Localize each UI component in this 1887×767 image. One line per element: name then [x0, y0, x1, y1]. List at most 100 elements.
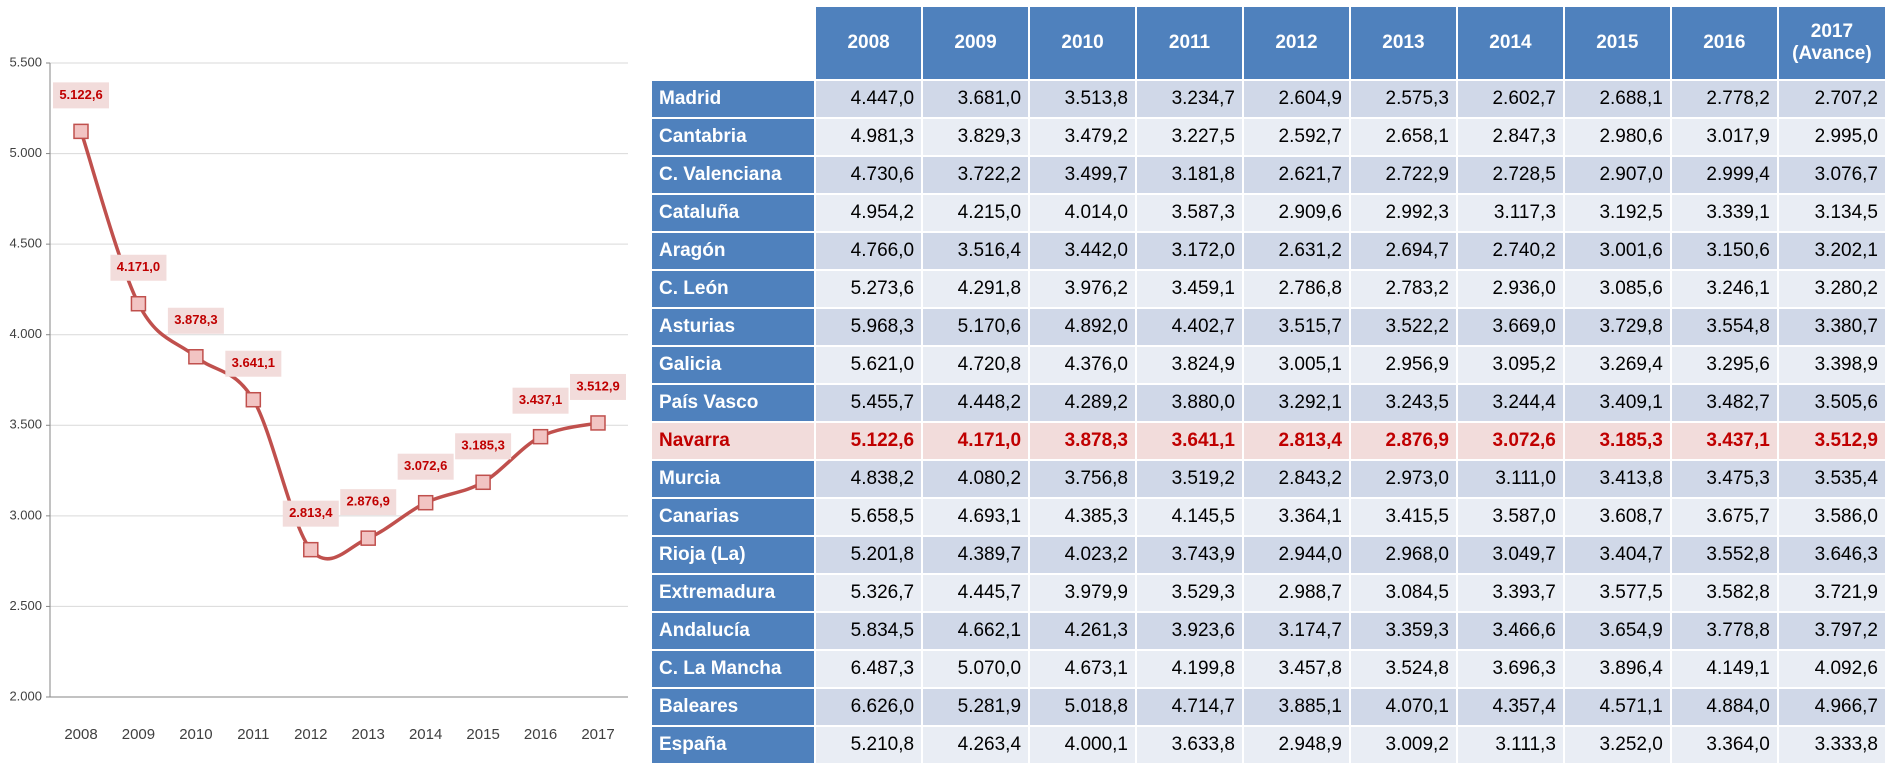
- table-cell: 2.722,9: [1350, 157, 1456, 193]
- table-cell: 5.018,8: [1030, 689, 1136, 725]
- table-cell: 3.466,6: [1457, 613, 1563, 649]
- table-cell: 2.936,0: [1457, 271, 1563, 307]
- table-cell: 3.577,5: [1564, 575, 1670, 611]
- table-cell: 5.834,5: [816, 613, 922, 649]
- table-cell: 4.389,7: [923, 537, 1029, 573]
- table-row: Aragón 4.766,0 3.516,4 3.442,0 3.172,0 2.631,…: [652, 233, 1885, 269]
- data-label: 3.878,3: [167, 307, 224, 334]
- marker: [360, 530, 376, 546]
- table-cell: 3.398,9: [1778, 347, 1885, 383]
- table-row: Cantabria 4.981,3 3.829,3 3.479,2 3.227,5 2.5…: [652, 119, 1885, 155]
- table-cell: 3.505,6: [1778, 385, 1885, 421]
- table-cell: 3.482,7: [1671, 385, 1777, 421]
- data-label-bg: [340, 489, 397, 516]
- table-cell: 3.829,3: [923, 119, 1029, 155]
- table-cell: 4.261,3: [1030, 613, 1136, 649]
- table-cell: 4.080,2: [923, 461, 1029, 497]
- table-cell: 3.896,4: [1564, 651, 1670, 687]
- data-label: 3.437,1: [512, 387, 569, 414]
- table-cell: 3.512,9: [1778, 423, 1885, 459]
- table-cell: 3.409,1: [1564, 385, 1670, 421]
- marker: [130, 295, 147, 312]
- table-cell: 5.070,0: [923, 651, 1029, 687]
- table-cell: 4.730,6: [816, 157, 922, 193]
- data-label: 2.876,9: [340, 489, 397, 516]
- table-cell: 2.968,0: [1350, 537, 1456, 573]
- data-label-bg: [512, 387, 569, 414]
- table-cell: 3.524,8: [1350, 651, 1456, 687]
- line: [79, 130, 599, 561]
- row-label: Cataluña: [652, 195, 815, 231]
- table-cell: 3.885,1: [1243, 689, 1349, 725]
- column-header: 2011: [1137, 7, 1242, 79]
- table-cell: 3.459,1: [1137, 271, 1242, 307]
- data-label-bg: [455, 433, 512, 460]
- table-cell: 3.516,4: [923, 233, 1029, 269]
- table-cell: 4.263,4: [923, 727, 1029, 763]
- y-tick-label: 3.500: [9, 417, 42, 432]
- table-cell: 5.201,8: [816, 537, 922, 573]
- table-cell: 3.878,3: [1030, 423, 1136, 459]
- data-label-bg: [167, 307, 224, 334]
- table-cell: 4.357,4: [1457, 689, 1563, 725]
- table-cell: 4.291,8: [923, 271, 1029, 307]
- x-tick-label: 2013: [352, 726, 385, 743]
- row-label: Madrid: [652, 81, 815, 117]
- data-label: 5.122,6: [53, 82, 109, 109]
- table-cell: 3.117,3: [1457, 195, 1563, 231]
- x-tick-label: 2015: [466, 726, 499, 743]
- data-label-text: 3.072,6: [404, 458, 447, 473]
- table-cell: 3.797,2: [1778, 613, 1885, 649]
- table-cell: 3.729,8: [1564, 309, 1670, 345]
- table-cell: 2.995,0: [1778, 119, 1885, 155]
- table-cell: 3.475,3: [1671, 461, 1777, 497]
- table-cell: 2.783,2: [1350, 271, 1456, 307]
- table-cell: 3.049,7: [1457, 537, 1563, 573]
- row-label: Rioja (La): [652, 537, 815, 573]
- table-cell: 5.326,7: [816, 575, 922, 611]
- table-cell: 3.292,1: [1243, 385, 1349, 421]
- row-label: Extremadura: [652, 575, 815, 611]
- table-cell: 3.150,6: [1671, 233, 1777, 269]
- table-cell: 4.289,2: [1030, 385, 1136, 421]
- table-cell: 3.234,7: [1137, 81, 1242, 117]
- column-header: 2014: [1457, 7, 1563, 79]
- data-label-text: 3.437,1: [519, 392, 562, 407]
- table-cell: 4.884,0: [1671, 689, 1777, 725]
- marker: [417, 494, 434, 511]
- row-label: C. Valenciana: [652, 157, 815, 193]
- marker: [303, 541, 319, 558]
- table-cell: 3.134,5: [1778, 195, 1885, 231]
- column-header: 2015: [1564, 7, 1670, 79]
- table-cell: 2.786,8: [1243, 271, 1349, 307]
- table-cell: 4.145,5: [1137, 499, 1242, 535]
- table-cell: 3.479,2: [1030, 119, 1136, 155]
- data-label-text: 3.512,9: [576, 378, 619, 393]
- table-cell: 5.658,5: [816, 499, 922, 535]
- table-cell: 3.979,9: [1030, 575, 1136, 611]
- table-cell: 4.954,2: [816, 195, 922, 231]
- table-cell: 5.621,0: [816, 347, 922, 383]
- table-cell: 2.631,2: [1243, 233, 1349, 269]
- table-cell: 3.111,0: [1457, 461, 1563, 497]
- table-cell: 3.339,1: [1671, 195, 1777, 231]
- table-cell: 3.641,1: [1137, 423, 1242, 459]
- table-cell: 4.966,7: [1778, 689, 1885, 725]
- table-cell: 4.445,7: [923, 575, 1029, 611]
- table-cell: 3.675,7: [1671, 499, 1777, 535]
- table-cell: 3.633,8: [1137, 727, 1242, 763]
- table-cell: 3.669,0: [1457, 309, 1563, 345]
- table-cell: 3.587,3: [1137, 195, 1242, 231]
- table-cell: 3.172,0: [1137, 233, 1242, 269]
- table-cell: 3.404,7: [1564, 537, 1670, 573]
- table-cell: 3.295,6: [1671, 347, 1777, 383]
- table-cell: 2.980,6: [1564, 119, 1670, 155]
- table-cell: 3.923,6: [1137, 613, 1242, 649]
- table-cell: 4.149,1: [1671, 651, 1777, 687]
- table-row: Madrid 4.447,0 3.681,0 3.513,8 3.234,7 2.604,…: [652, 81, 1885, 117]
- table-cell: 4.892,0: [1030, 309, 1136, 345]
- table-cell: 3.076,7: [1778, 157, 1885, 193]
- table-cell: 3.415,5: [1350, 499, 1456, 535]
- table-cell: 6.487,3: [816, 651, 922, 687]
- marker: [245, 391, 262, 408]
